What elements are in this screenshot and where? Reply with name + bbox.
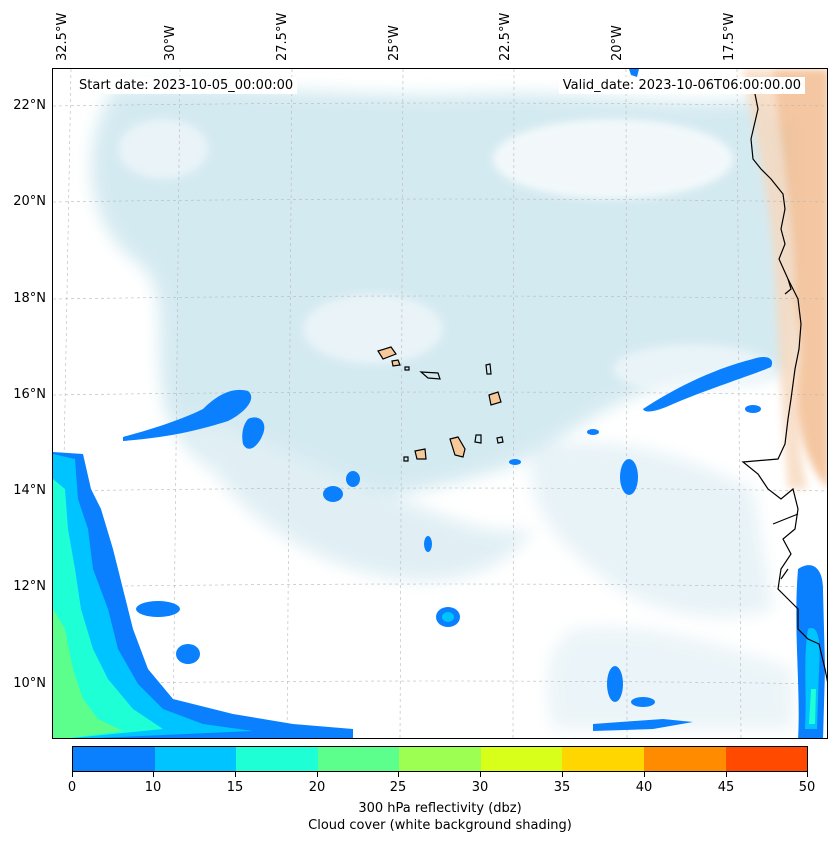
island-sal: [485, 363, 492, 375]
reflectivity-band-15-20-left: [53, 479, 163, 738]
colorbar-segment-0-10: [73, 747, 155, 771]
reflectivity-cell: [620, 459, 638, 495]
colorbar-segment-35-40: [562, 747, 644, 771]
reflectivity-cell-south: [593, 719, 693, 731]
reflectivity-cell: [745, 405, 761, 413]
colorbar-tick-label: 25: [389, 780, 407, 795]
valid-date-label: Valid_date: 2023-10-06T06:00:00.00: [558, 77, 805, 94]
reflectivity-cell: [607, 666, 623, 702]
colorbar-segment-15-20: [236, 747, 318, 771]
reflectivity-band-16n-west: [123, 389, 252, 441]
lon-label-22-5w: 22.5°W: [498, 12, 513, 61]
cape-verde-islands: [377, 346, 504, 462]
africa-coastline: [741, 83, 827, 683]
colorbar-tick-label: 35: [553, 780, 571, 795]
island-santo-antao: [377, 346, 397, 360]
island-fogo: [414, 448, 427, 460]
colorbar-segment-40-45: [643, 747, 726, 771]
reflectivity-band-16n-mid: [242, 417, 265, 449]
cloud-cover-light: [118, 119, 773, 394]
island-sao-nicolau: [419, 371, 441, 380]
reflectivity-band-10-15-left: [53, 454, 253, 738]
island-santa-luzia: [404, 366, 410, 371]
reflectivity-cell: [176, 644, 200, 664]
colorbar-tick-label: 40: [635, 780, 653, 795]
reflectivity-band-16n-east: [643, 356, 773, 412]
colorbar-tick-label: 0: [67, 780, 77, 795]
colorbar-tick-label: 15: [226, 780, 244, 795]
reflectivity-cell: [631, 697, 655, 707]
colorbar-segment-20-25: [317, 747, 400, 771]
island-boa-vista: [488, 391, 502, 406]
reflectivity-cell: [136, 601, 180, 617]
reflectivity-contours: [53, 69, 825, 738]
island-brava: [403, 456, 409, 462]
lon-label-17-5w: 17.5°W: [722, 12, 737, 61]
lat-label-22n: 22°N: [13, 98, 46, 113]
lat-label-12n: 12°N: [13, 579, 46, 594]
reflectivity-cell: [346, 471, 360, 487]
reflectivity-colorbar: [72, 746, 808, 772]
island-sao-vicente: [391, 359, 401, 367]
colorbar-segment-10-15: [154, 747, 237, 771]
lat-label-18n: 18°N: [13, 291, 46, 306]
lon-label-32-5w: 32.5°W: [55, 12, 70, 61]
colorbar-tick-label: 50: [798, 780, 816, 795]
lat-label-10n: 10°N: [13, 676, 46, 691]
lon-label-27-5w: 27.5°W: [275, 12, 290, 61]
colorbar-tick-label: 30: [471, 780, 489, 795]
lon-label-30w: 30°W: [163, 25, 178, 61]
island-sal-2: [496, 436, 504, 444]
reflectivity-coastal-inner: [805, 628, 820, 729]
reflectivity-cell: [509, 459, 521, 465]
colorbar-segment-45-50: [725, 747, 808, 771]
reflectivity-cell: [442, 612, 454, 622]
reflectivity-cell: [323, 486, 343, 502]
reflectivity-band-20-25-left: [53, 609, 123, 738]
reflectivity-coastal-core: [809, 689, 816, 724]
lat-label-16n: 16°N: [13, 387, 46, 402]
colorbar-tick-label: 20: [308, 780, 326, 795]
lat-label-14n: 14°N: [13, 483, 46, 498]
colorbar-tick-label: 10: [144, 780, 162, 795]
reflectivity-cell: [587, 429, 599, 435]
colorbar-segment-30-35: [480, 747, 563, 771]
colorbar-subtitle: Cloud cover (white background shading): [308, 818, 572, 833]
map-panel[interactable]: Start date: 2023-10-05_00:00:00 Valid_da…: [52, 68, 828, 739]
land-heat-shading: [743, 69, 827, 489]
lon-label-25w: 25°W: [387, 25, 402, 61]
colorbar-title: 300 hPa reflectivity (dbz): [358, 801, 522, 816]
map-canvas: [53, 69, 827, 738]
lat-label-20n: 20°N: [13, 194, 46, 209]
reflectivity-cell: [424, 536, 432, 552]
colorbar-segment-25-30: [399, 747, 481, 771]
start-date-label: Start date: 2023-10-05_00:00:00: [75, 77, 298, 94]
colorbar-tick-label: 45: [717, 780, 735, 795]
island-maio: [474, 434, 482, 444]
island-santiago: [449, 436, 466, 458]
lon-label-20w: 20°W: [610, 25, 625, 61]
